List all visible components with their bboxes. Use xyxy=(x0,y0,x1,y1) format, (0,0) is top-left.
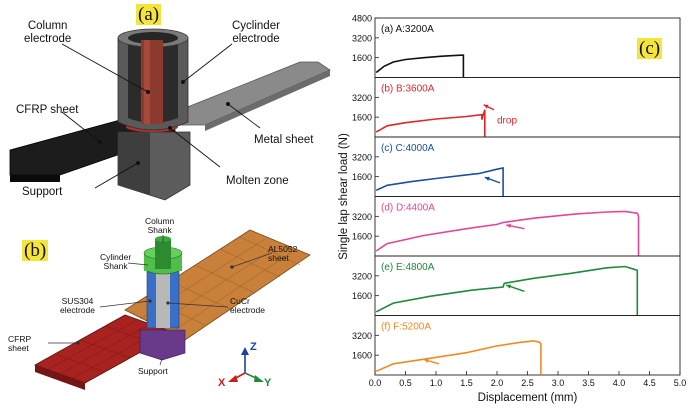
label-cfrp-sheet: CFRP sheet xyxy=(16,104,79,116)
support-face xyxy=(118,132,150,195)
label-sus304-electrode: SUS304 electrode xyxy=(60,296,95,315)
label-cucr-electrode: CuCr electrode xyxy=(230,296,265,315)
al5052-mesh xyxy=(139,236,301,334)
y-tick-label: 1600 xyxy=(352,351,372,361)
metal-sheet-shape xyxy=(174,61,331,126)
panel-b-tag: (b) xyxy=(22,240,49,261)
y-axis-title: Single lap shear load (N) xyxy=(338,133,350,260)
column-shank-shape xyxy=(155,239,171,269)
series-label: (e) E:4800A xyxy=(381,262,435,273)
x-tick-label: 3.0 xyxy=(552,378,565,388)
x-tick-label: 0.0 xyxy=(369,378,382,388)
panel-a-tag: (a) xyxy=(136,4,162,25)
axis-y-label: Y xyxy=(264,377,272,389)
label-support-b: Support xyxy=(138,366,168,376)
panel-c-tag: (c) xyxy=(637,38,663,59)
axis-z-label: Z xyxy=(250,341,257,353)
x-tick-label: 1.0 xyxy=(430,378,443,388)
panel-b-illustration xyxy=(34,229,311,390)
y-tick-label: 1600 xyxy=(352,172,372,182)
x-tick-label: 0.5 xyxy=(399,378,412,388)
axis-x-label: X xyxy=(218,377,226,389)
y-tick-label: 3200 xyxy=(352,331,372,341)
label-column-electrode: Column electrode xyxy=(24,20,72,45)
panel-b-leaders xyxy=(48,235,273,366)
y-tick-label: 3200 xyxy=(352,93,372,103)
y-tick-label: 4800 xyxy=(352,14,372,24)
label-cylinder-electrode: Cyclinder electrode xyxy=(232,20,280,45)
label-column-shank: Column Shank xyxy=(145,216,175,235)
label-cfrp-sheet-b: CFRP sheet xyxy=(8,334,32,353)
series-line xyxy=(375,167,504,197)
cfrp-sheet-b-edge xyxy=(35,365,85,390)
x-tick-label: 4.5 xyxy=(643,378,656,388)
pointer-arrowhead xyxy=(506,223,511,229)
series-line xyxy=(375,210,640,256)
y-tick-label: 1600 xyxy=(352,291,372,301)
label-metal-sheet: Metal sheet xyxy=(254,134,314,146)
series-label: (c) C:4000A xyxy=(381,143,435,154)
y-tick-label: 3200 xyxy=(352,271,372,281)
x-tick-label: 5.0 xyxy=(674,378,687,388)
series-line xyxy=(375,109,486,137)
pointer-arrowhead xyxy=(423,358,429,363)
shear-load-chart: 4800 3200 1600 (a) A:3200A 3200 1600 (b) B:360… xyxy=(338,14,687,405)
series-line xyxy=(375,340,542,375)
cucr-electrode-shape xyxy=(156,270,170,328)
series-label: (a) A:3200A xyxy=(381,24,434,35)
cylinder-electrode-bore xyxy=(128,32,178,44)
label-molten-zone: Molten zone xyxy=(226,175,289,187)
label-al5052-sheet: AL5052 sheet xyxy=(268,244,298,263)
y-tick-label: 1600 xyxy=(352,53,372,63)
panel-a: (a) Column electrode Cyclinder electrode… xyxy=(0,0,335,215)
column-electrode-highlight xyxy=(144,40,150,124)
metal-sheet-edge xyxy=(205,70,330,131)
x-tick-label: 2.5 xyxy=(521,378,534,388)
label-cylinder-shank: Cylinder Shank xyxy=(100,252,132,271)
x-tick-label: 1.5 xyxy=(460,378,473,388)
y-tick-label: 3200 xyxy=(352,33,372,43)
y-tick-label: 3200 xyxy=(352,212,372,222)
pointer-arrowhead xyxy=(483,104,489,109)
x-axis-title: Displacement (mm) xyxy=(478,392,578,404)
series-label: (d) D:4400A xyxy=(381,203,435,214)
x-tick-label: 3.5 xyxy=(582,378,595,388)
series-label: (f) F:5200A xyxy=(381,322,431,333)
cfrp-sheet-edge xyxy=(10,175,60,182)
series-line xyxy=(375,265,639,316)
series-line xyxy=(375,54,465,78)
pointer-arrowhead xyxy=(506,284,512,289)
x-tick-label: 2.0 xyxy=(491,378,504,388)
panel-a-illustration xyxy=(9,28,331,201)
support-b-shape xyxy=(139,329,186,361)
series-label: (b) B:3600A xyxy=(381,84,435,95)
label-support: Support xyxy=(22,186,63,198)
panel-b: (b) Column Shank Cylinder Shank AL5052 s… xyxy=(0,215,335,405)
y-tick-label: 1600 xyxy=(352,113,372,123)
panel-a-leaders xyxy=(61,43,261,189)
y-tick-label: 1600 xyxy=(352,232,372,242)
y-tick-label: 3200 xyxy=(352,152,372,162)
x-tick-label: 4.0 xyxy=(613,378,626,388)
series-annotation: drop xyxy=(497,115,517,126)
pointer-arrowhead xyxy=(484,176,490,181)
axis-triad xyxy=(228,347,264,382)
panel-c: 4800 3200 1600 (a) A:3200A 3200 1600 (b) B:360… xyxy=(335,0,693,405)
